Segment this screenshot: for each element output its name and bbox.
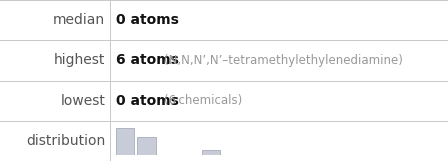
Text: 0 atoms: 0 atoms (116, 94, 179, 108)
Text: highest: highest (54, 53, 105, 67)
Text: median: median (53, 13, 105, 27)
Text: lowest: lowest (60, 94, 105, 108)
Bar (116, 128, 134, 155)
Bar (202, 150, 220, 155)
Text: (N,N,N’,N’–tetramethylethylenediamine): (N,N,N’,N’–tetramethylethylenediamine) (164, 54, 403, 67)
Text: 6 atoms: 6 atoms (116, 53, 179, 67)
Text: distribution: distribution (26, 134, 105, 148)
Text: 0 atoms: 0 atoms (116, 13, 179, 27)
Bar (138, 137, 155, 155)
Text: (6 chemicals): (6 chemicals) (164, 94, 242, 107)
